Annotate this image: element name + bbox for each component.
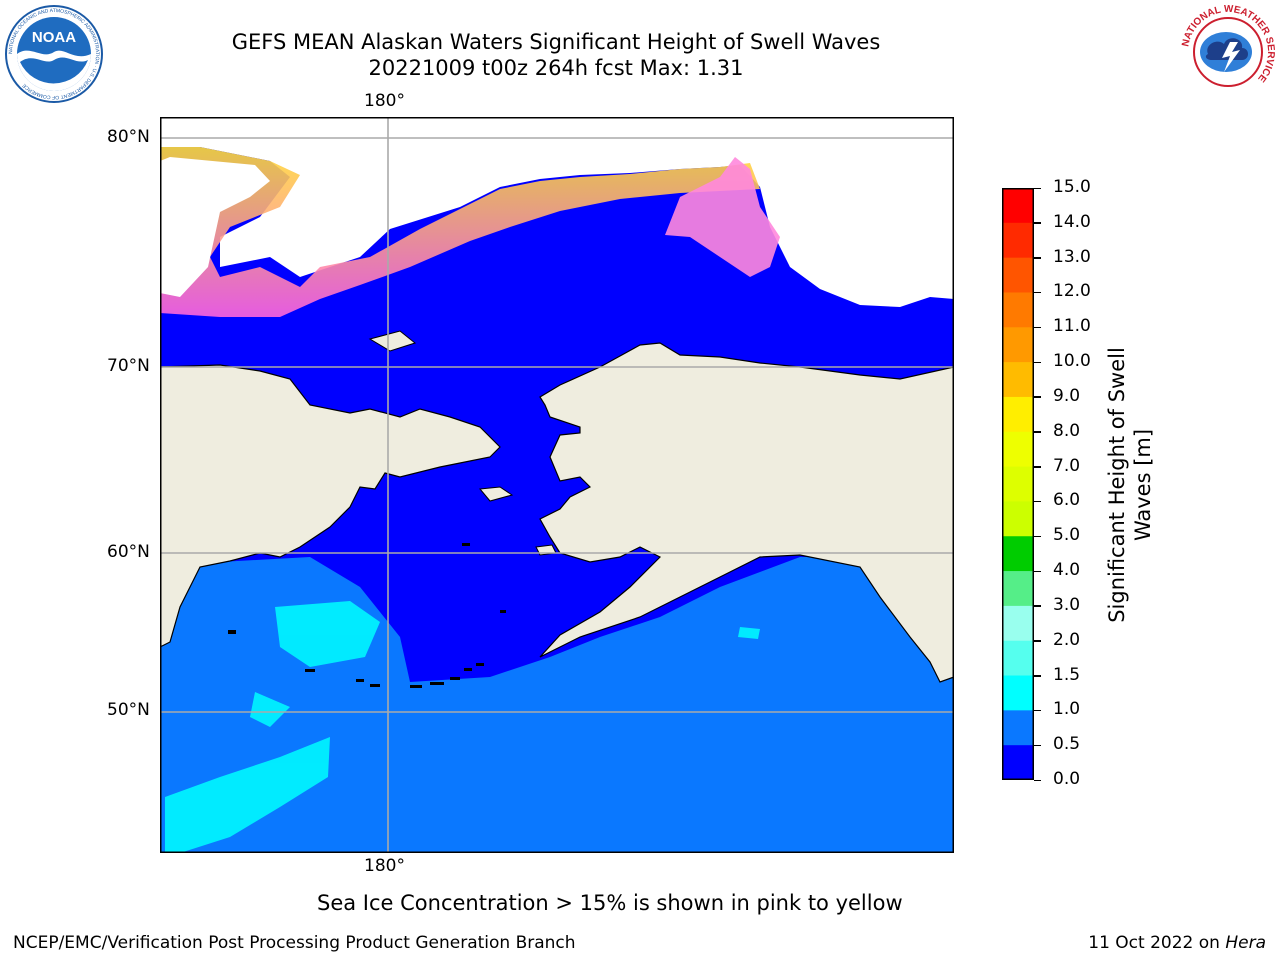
colorbar-segment [1002,675,1034,711]
colorbar-frame [1002,188,1034,780]
colorbar-tick-mark [1034,326,1041,329]
colorbar-segment [1002,710,1034,746]
colorbar-tick-mark [1034,605,1041,607]
swell-patches [165,601,760,853]
colorbar-segment [1002,466,1034,502]
sea-ice-note: Sea Ice Concentration > 15% is shown in … [317,891,903,915]
date-line: 11 Oct 2022 on Hera [1088,933,1266,953]
lat-label-60: 60°N [107,542,150,562]
colorbar-segment [1002,571,1034,607]
colorbar-tick-mark [1034,187,1041,189]
land-siberia [160,364,501,648]
colorbar-tick-label: 7.0 [1053,455,1081,476]
colorbar-segment [1002,257,1034,293]
colorbar-segment [1002,640,1034,677]
colorbar-tick-mark [1034,570,1041,573]
colorbar-tick-mark [1034,466,1041,468]
colorbar-tick-mark [1034,709,1041,712]
colorbar-tick-label: 2.0 [1053,629,1081,650]
colorbar-tick-mark [1034,396,1041,398]
colorbar-tick-mark [1034,675,1041,677]
colorbar-tick-label: 11.0 [1053,316,1091,337]
colorbar-tick-mark [1034,744,1041,747]
sea-ice-patch-east [665,157,780,277]
colorbar-tick-label: 14.0 [1053,211,1091,232]
noaa-logo: NOAA NATIONAL OCEANIC AND ATMOSPHERIC AD… [5,5,103,103]
colorbar-segment [1002,536,1034,572]
aleutian-islands [228,543,506,688]
lon-label-bottom: 180° [364,856,405,876]
colorbar-tick-label: 15.0 [1053,177,1091,197]
colorbar-tick-label: 1.0 [1053,699,1081,720]
colorbar-tick-mark [1034,431,1041,433]
lat-label-50: 50°N [107,700,150,720]
lon-label-top: 180° [364,91,405,111]
chart-title: GEFS MEAN Alaskan Waters Significant Hei… [231,30,881,54]
colorbar-tick-mark [1034,500,1041,503]
colorbar-segment [1002,188,1034,224]
colorbar-tick-label: 0.0 [1053,769,1081,789]
colorbar-tick-label: 5.0 [1053,525,1081,546]
colorbar-segment [1002,327,1034,363]
lat-label-80: 80°N [107,127,150,147]
lat-label-70: 70°N [107,356,150,376]
chart-subtitle: 20221009 t00z 264h fcst Max: 1.31 [368,56,744,80]
colorbar-label: Significant Height of Swell Waves [m] [1104,347,1156,623]
colorbar-tick-label: 12.0 [1053,281,1091,302]
map-frame [160,117,954,853]
noaa-logo-text: NOAA [32,29,76,46]
colorbar-tick-label: 13.0 [1053,246,1091,267]
credit-line: NCEP/EMC/Verification Post Processing Pr… [13,933,576,953]
colorbar-tick-mark [1034,291,1041,294]
map-panel [160,117,954,853]
colorbar-segment [1002,605,1034,642]
sea-ice-band [160,147,760,317]
colorbar-tick-label: 0.5 [1053,734,1081,755]
colorbar-tick-label: 6.0 [1053,490,1081,511]
colorbar-tick-label: 10.0 [1053,351,1091,372]
colorbar-tick-mark [1034,640,1041,642]
colorbar-tick-label: 8.0 [1053,420,1081,441]
colorbar-tick-mark [1034,535,1041,538]
colorbar-segment [1002,222,1034,259]
colorbar-tick-label: 9.0 [1053,385,1081,406]
date-text: 11 Oct 2022 on [1088,933,1220,953]
gridlines [160,117,954,853]
colorbar-label-line1: Significant Height of Swell [1105,347,1129,623]
colorbar-segment [1002,362,1034,398]
colorbar-tick-label: 4.0 [1053,560,1081,581]
colorbar-segment [1002,431,1034,468]
colorbar-tick-mark [1034,361,1041,364]
colorbar-segment [1002,396,1034,433]
sea-ice-patch-west [160,157,270,297]
nws-logo: NATIONAL WEATHER SERVICE [1180,4,1276,99]
colorbar-segment [1002,292,1034,328]
colorbar-segment [1002,501,1034,537]
colorbar-tick-label: 1.5 [1053,664,1081,685]
colorbar-tick-mark [1034,257,1041,259]
colorbar-label-line2: Waves [m] [1131,428,1155,542]
land-alaska [539,342,954,683]
colorbar-tick-label: 3.0 [1053,594,1081,615]
colorbar [1002,188,1034,780]
colorbar-tick-mark [1034,779,1041,781]
colorbar-tick-mark [1034,222,1041,224]
host-name: Hera [1225,933,1266,953]
colorbar-segment [1002,745,1034,780]
